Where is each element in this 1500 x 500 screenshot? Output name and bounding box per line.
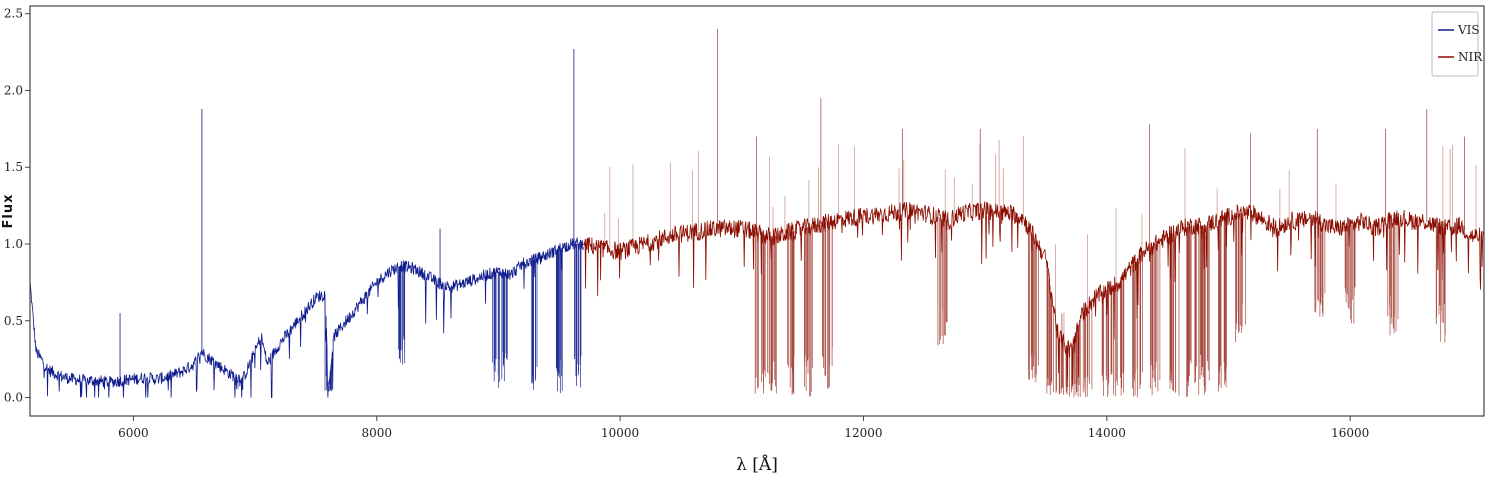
x-axis: 6000 8000 10000 12000 14000 16000 — [118, 416, 1369, 440]
absorption-dip — [492, 271, 500, 388]
absorption-dip — [324, 293, 332, 392]
absorption-dip — [1082, 301, 1093, 397]
absorption-dip — [1058, 337, 1070, 397]
absorption-dip — [555, 247, 563, 394]
y-tick-label: 1.0 — [4, 237, 23, 251]
x-tick-label: 16000 — [1331, 426, 1369, 440]
x-axis-label: λ [Å] — [736, 454, 778, 475]
x-tick-label: 8000 — [361, 426, 392, 440]
absorption-dip — [501, 272, 508, 382]
y-tick-label: 2.5 — [4, 7, 23, 21]
legend-label-nir: NIR — [1458, 50, 1483, 64]
absorption-dip — [1435, 225, 1446, 343]
legend-label-vis: VIS — [1457, 23, 1480, 37]
absorption-dip — [1387, 216, 1399, 336]
absorption-dip — [235, 376, 244, 390]
legend: VIS NIR — [1431, 11, 1483, 77]
absorption-dip — [398, 265, 406, 365]
x-tick-label: 10000 — [601, 426, 639, 440]
absorption-dip — [754, 232, 766, 394]
y-axis: 0.0 0.5 1.0 1.5 2.0 2.5 — [4, 7, 30, 405]
series-line-vis — [29, 236, 584, 398]
absorption-dip — [1071, 320, 1081, 398]
absorption-dip — [787, 230, 795, 395]
y-tick-label: 2.0 — [4, 83, 23, 97]
y-tick-label: 0.5 — [4, 314, 23, 328]
absorption-dip — [1235, 213, 1247, 343]
x-tick-label: 6000 — [118, 426, 149, 440]
y-tick-label: 0.0 — [4, 391, 23, 405]
y-tick-label: 1.5 — [4, 160, 23, 174]
absorption-dip — [1132, 252, 1143, 398]
absorption-dip — [1046, 265, 1057, 395]
plot-frame — [29, 5, 1485, 417]
x-tick-label: 12000 — [844, 426, 882, 440]
absorption-dip — [937, 216, 948, 346]
legend-box — [1431, 11, 1479, 77]
absorption-dip — [767, 236, 777, 394]
absorption-dip — [822, 221, 833, 389]
absorption-dip — [1218, 217, 1227, 392]
absorption-dip — [531, 258, 538, 390]
absorption-dip — [1186, 225, 1197, 397]
absorption-dip — [804, 226, 813, 397]
y-axis-label: Flux — [1, 194, 16, 229]
absorption-dip — [1314, 217, 1326, 317]
plot-area — [29, 29, 1485, 398]
absorption-dip — [574, 244, 582, 388]
absorption-dip — [1150, 241, 1161, 396]
absorption-dip — [1113, 276, 1125, 397]
absorption-dip — [1101, 286, 1113, 397]
absorption-dip — [1169, 229, 1180, 396]
absorption-dip — [1028, 227, 1039, 383]
absorption-dip — [1198, 223, 1210, 395]
series-vis — [29, 48, 584, 398]
series-nir — [583, 29, 1485, 398]
absorption-dip — [1344, 223, 1356, 324]
x-tick-label: 14000 — [1088, 426, 1126, 440]
